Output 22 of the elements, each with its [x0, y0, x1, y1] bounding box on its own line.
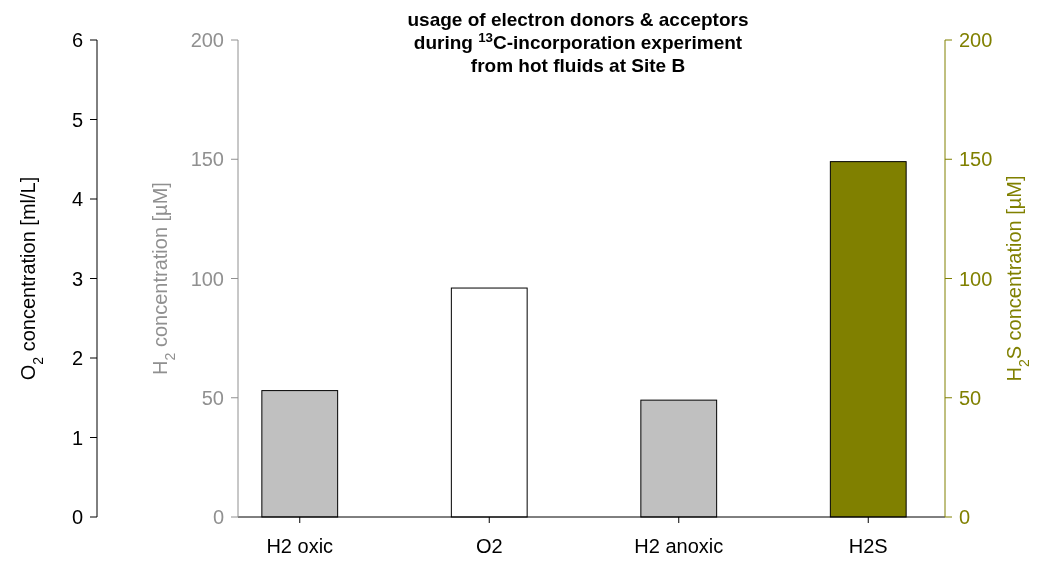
- y2-tick-label: 50: [201, 386, 224, 409]
- x-tick-label: H2 anoxic: [634, 535, 724, 557]
- chart-title: usage of electron donors & acceptors during $^{13}$C-incorporation experiment from hot fluids at Site B: [407, 9, 749, 76]
- y-tick-label: 2: [71, 347, 83, 369]
- x-tick-label: H2 oxic: [266, 535, 334, 557]
- y-tick-label: 6: [71, 29, 83, 51]
- y2-tick-label: 200: [190, 29, 224, 51]
- y3-tick-label: 50: [959, 386, 982, 409]
- y-tick-label: 1: [71, 426, 83, 449]
- y2-tick-label: 0: [212, 506, 224, 528]
- y2-tick-label: 100: [190, 267, 224, 290]
- y3-tick-label: 0: [959, 506, 971, 528]
- x-tick-label: O2: [475, 535, 503, 557]
- y-tick-label: 0: [71, 506, 83, 528]
- x-tick-label: H2S: [848, 535, 888, 557]
- y3-tick-label: 200: [959, 29, 993, 51]
- y3-tick-label: 150: [959, 148, 993, 171]
- y3-tick-label: 100: [959, 267, 993, 290]
- y-tick-label: 3: [71, 267, 83, 290]
- y2-tick-label: 150: [190, 148, 224, 171]
- y-tick-label: 5: [71, 108, 83, 131]
- y-tick-label: 4: [71, 188, 83, 210]
